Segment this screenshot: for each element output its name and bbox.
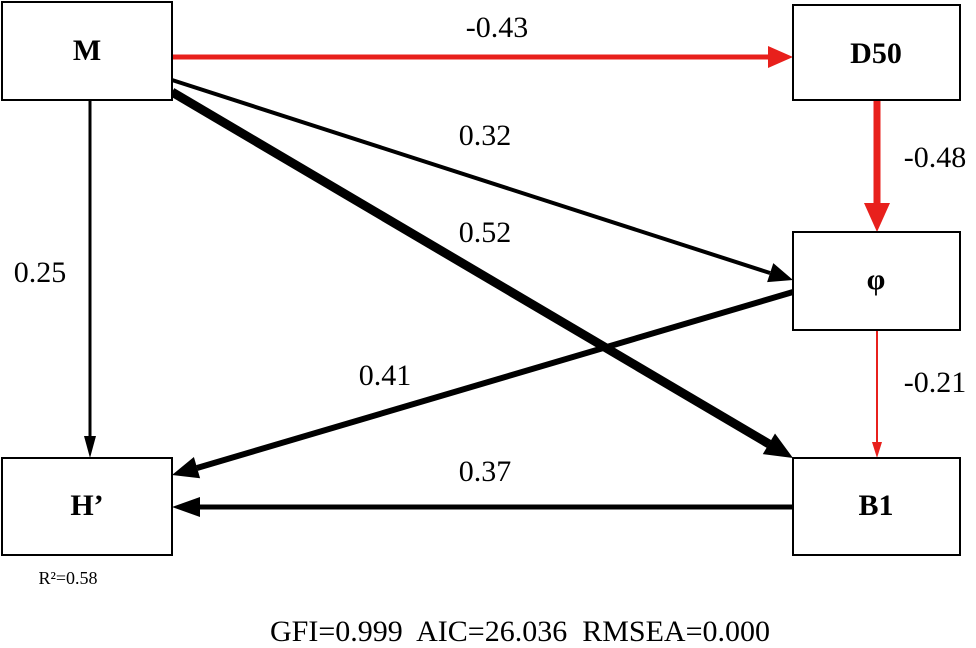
edge-m-d50 [172,46,793,68]
node-label: D50 [850,37,902,70]
edge-m-b1 [169,88,793,458]
edge-m-phi [171,78,793,283]
edge-phi-b1 [872,330,882,458]
node-label: φ [867,263,886,296]
edge-m-h [84,100,96,458]
edge-label: -0.21 [904,366,967,399]
node-label: M [73,34,101,67]
edge-label: 0.25 [14,256,67,289]
node-phi: φ [792,231,961,331]
node-b1: B1 [792,457,961,556]
edge-label: 0.41 [359,359,412,392]
edge-d50-phi [864,100,890,232]
edge-label: 0.32 [459,119,512,152]
edge-b1-h [172,497,793,517]
edge-label: -0.48 [904,141,967,174]
node-label: B1 [858,489,893,522]
node-d50: D50 [792,4,961,101]
edge-label: 0.37 [459,455,512,488]
r-squared: R²=0.58 [38,568,97,588]
node-label: H’ [70,489,103,522]
edge-label: -0.43 [466,11,529,44]
node-m: M [1,1,173,101]
fit-statistics: GFI=0.999 AIC=26.036 RMSEA=0.000 [270,615,770,648]
edge-label: 0.52 [459,216,512,249]
node-h: H’ [1,457,173,556]
edge-phi-h [172,289,794,479]
